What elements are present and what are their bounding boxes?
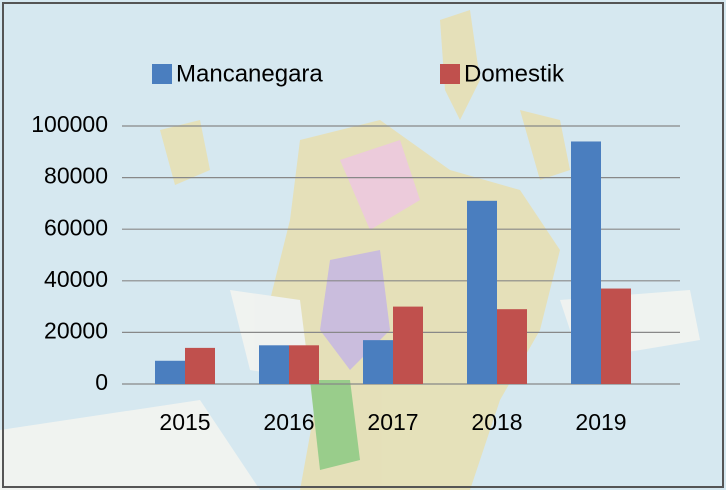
bar [601, 288, 631, 384]
y-tick-label: 40000 [44, 266, 108, 292]
bar [363, 340, 393, 384]
x-tick-label: 2018 [471, 409, 522, 435]
bar [289, 345, 319, 384]
y-tick-label: 20000 [44, 317, 108, 343]
legend-label: Domestik [464, 60, 565, 87]
bar [467, 200, 497, 384]
x-tick-label: 2015 [159, 409, 210, 435]
x-tick-label: 2017 [367, 409, 418, 435]
bar [259, 345, 289, 384]
y-tick-label: 0 [95, 369, 108, 395]
y-tick-label: 100000 [31, 111, 108, 137]
y-tick-label: 80000 [44, 163, 108, 189]
bar [155, 360, 185, 384]
bar [571, 141, 601, 384]
x-tick-label: 2019 [575, 409, 626, 435]
x-tick-label: 2016 [263, 409, 314, 435]
legend-label: Mancanegara [176, 60, 323, 87]
legend-swatch [440, 64, 460, 84]
bar [185, 347, 215, 384]
legend-swatch [152, 64, 172, 84]
y-tick-label: 60000 [44, 214, 108, 240]
bar [497, 309, 527, 384]
bar [393, 306, 423, 384]
